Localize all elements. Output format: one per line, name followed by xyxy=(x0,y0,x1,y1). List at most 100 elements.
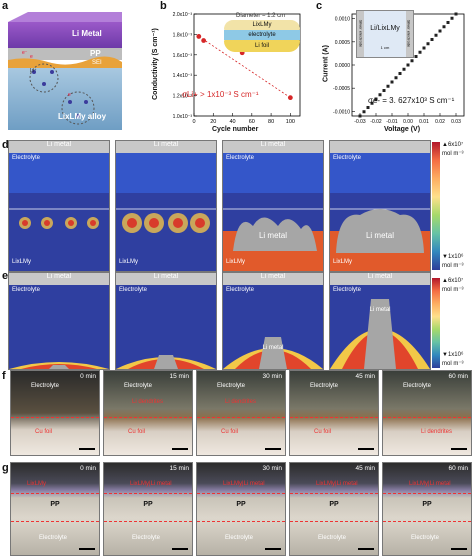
electrolyte-region xyxy=(116,153,216,193)
colorbar-e-min: ▼1x10⁶ xyxy=(442,352,464,358)
scale-bar xyxy=(172,448,188,450)
y-tick-label: -0.0010 xyxy=(333,109,350,115)
interface-line xyxy=(104,417,192,419)
sim-frame-d: Li metal Electrolyte Li metal LixLMy xyxy=(222,140,324,272)
sim-field xyxy=(330,141,430,271)
plot-frame xyxy=(193,13,301,117)
li-deposit xyxy=(336,209,424,253)
data-point xyxy=(382,89,386,92)
panel-f-label: f xyxy=(2,370,6,382)
microscope-frame: 0 min Electrolyte Cu foil xyxy=(10,370,100,456)
frame-electrolyte-label: Electrolyte xyxy=(119,287,148,293)
frame-electrolyte-label: Electrolyte xyxy=(333,155,362,161)
data-point xyxy=(410,59,414,63)
li-protrusion xyxy=(154,355,178,369)
panel-c-chart: -0.0010 -0.0005 0.0000 0.0005 0.0010 -0.03 -0.… xyxy=(312,4,472,138)
y-tick-label: 0.0005 xyxy=(335,40,351,46)
y-tick-label: 1.6x10⁻³ xyxy=(173,53,193,59)
electrolyte-region xyxy=(330,153,430,193)
li-metal-layer xyxy=(223,141,323,153)
data-point xyxy=(434,33,438,37)
inset-silver-left xyxy=(357,11,364,57)
frame-bottom-label: Electrolyte xyxy=(39,535,68,541)
sim-field xyxy=(223,141,323,271)
inset-layer-lifoil: Li foil xyxy=(224,40,300,52)
frame-time: 30 min xyxy=(262,465,282,472)
nucleus xyxy=(173,218,183,228)
colorbar-e-max: ▲6x10⁷ xyxy=(442,278,464,284)
microscope-frame: 30 min Electrolyte Li dendrites Cu foil xyxy=(196,370,286,456)
metal-label: LixLMy|Li metal xyxy=(316,481,358,487)
nucleus xyxy=(68,220,74,226)
x-tick-label: 0 xyxy=(192,119,195,125)
data-point xyxy=(406,63,410,67)
y-tick-label: 1.2x10⁻³ xyxy=(173,94,193,100)
panel-d-colorbar: ▲6x10⁷ mol m⁻³ ▼1x10⁶ mol m⁻³ xyxy=(432,142,472,270)
y-tick-label: -0.0005 xyxy=(333,86,350,92)
x-tick-label: 0.00 xyxy=(403,119,413,125)
scale-bar xyxy=(358,448,374,450)
frame-top-label: Li metal xyxy=(46,273,72,280)
inset-layer-lm: LixLMy xyxy=(224,20,300,30)
scale-bar xyxy=(79,548,95,550)
nucleus xyxy=(22,220,28,226)
inset-layer-electrolyte: electrolyte xyxy=(224,30,300,40)
frame-time: 15 min xyxy=(169,465,189,472)
data-point xyxy=(438,29,442,33)
data-point xyxy=(442,25,446,29)
li-metal-layer xyxy=(9,273,109,285)
scale-bar xyxy=(265,548,281,550)
frame-time: 0 min xyxy=(80,465,96,472)
panel-b-xlabel: Cycle number xyxy=(212,126,259,133)
frame-bottom-label: Electrolyte xyxy=(411,535,440,541)
label-sei: SEI xyxy=(92,60,102,66)
interface-line-bottom xyxy=(104,521,192,523)
x-tick-label: 40 xyxy=(229,119,235,125)
li-metal-layer xyxy=(9,141,109,153)
frame-center-label: Li metal xyxy=(258,231,287,240)
microscope-frame: 60 min Electrolyte Li dendrites xyxy=(382,370,472,456)
microscope-frame: 30 min LixLMy|Li metal PP Electrolyte xyxy=(196,462,286,556)
label-alloy: LixLMy alloy xyxy=(58,112,107,121)
pp-label: PP xyxy=(143,501,153,508)
data-point xyxy=(358,114,362,118)
li-deposit xyxy=(233,217,317,251)
microscope-frame: 60 min LixLMy|Li metal PP Electrolyte xyxy=(382,462,472,556)
frame-time: 60 min xyxy=(448,373,468,380)
data-point xyxy=(450,16,454,20)
interface-line-bottom xyxy=(197,521,285,523)
microscope-frame: 45 min Electrolyte Cu foil xyxy=(289,370,379,456)
interface-line-top xyxy=(104,493,192,495)
interface-line-top xyxy=(383,493,471,495)
inset-right-label: Silver electrode xyxy=(406,19,412,48)
frame-bottom-label: Electrolyte xyxy=(225,535,254,541)
frame-top-label: Electrolyte xyxy=(310,383,339,389)
interface-line xyxy=(290,417,378,419)
y-tick-label: 0.0010 xyxy=(335,17,351,23)
x-tick-label: -0.03 xyxy=(354,119,366,125)
y-tick-label: 1.4x10⁻³ xyxy=(173,73,193,79)
x-tick-label: 20 xyxy=(210,119,216,125)
scale-bar xyxy=(172,548,188,550)
sim-frame-d: Li metal Electrolyte LixLMy xyxy=(8,140,110,272)
nucleus xyxy=(127,218,137,228)
microscope-frame: 15 min LixLMy|Li metal PP Electrolyte xyxy=(103,462,193,556)
interface-line-top xyxy=(11,493,99,495)
frame-top-label: Electrolyte xyxy=(403,383,432,389)
x-tick-label: -0.01 xyxy=(386,119,398,125)
x-tick-label: 0.03 xyxy=(451,119,461,125)
colorbar-d-max: ▲6x10⁷ xyxy=(442,142,464,148)
pp-label: PP xyxy=(236,501,246,508)
svg-text:e: e xyxy=(30,54,33,60)
frame-electrolyte-label: Electrolyte xyxy=(226,155,255,161)
data-point xyxy=(402,67,406,71)
pp-label: PP xyxy=(422,501,432,508)
pp-label: PP xyxy=(329,501,339,508)
data-point xyxy=(196,34,202,39)
interface-line xyxy=(197,417,285,419)
data-point xyxy=(374,97,378,101)
panel-b-ylabel: Conductivity (S cm⁻¹) xyxy=(152,28,159,100)
frame-top-label: Electrolyte xyxy=(217,383,246,389)
interface-line-top xyxy=(197,493,285,495)
scale-bar xyxy=(451,548,467,550)
